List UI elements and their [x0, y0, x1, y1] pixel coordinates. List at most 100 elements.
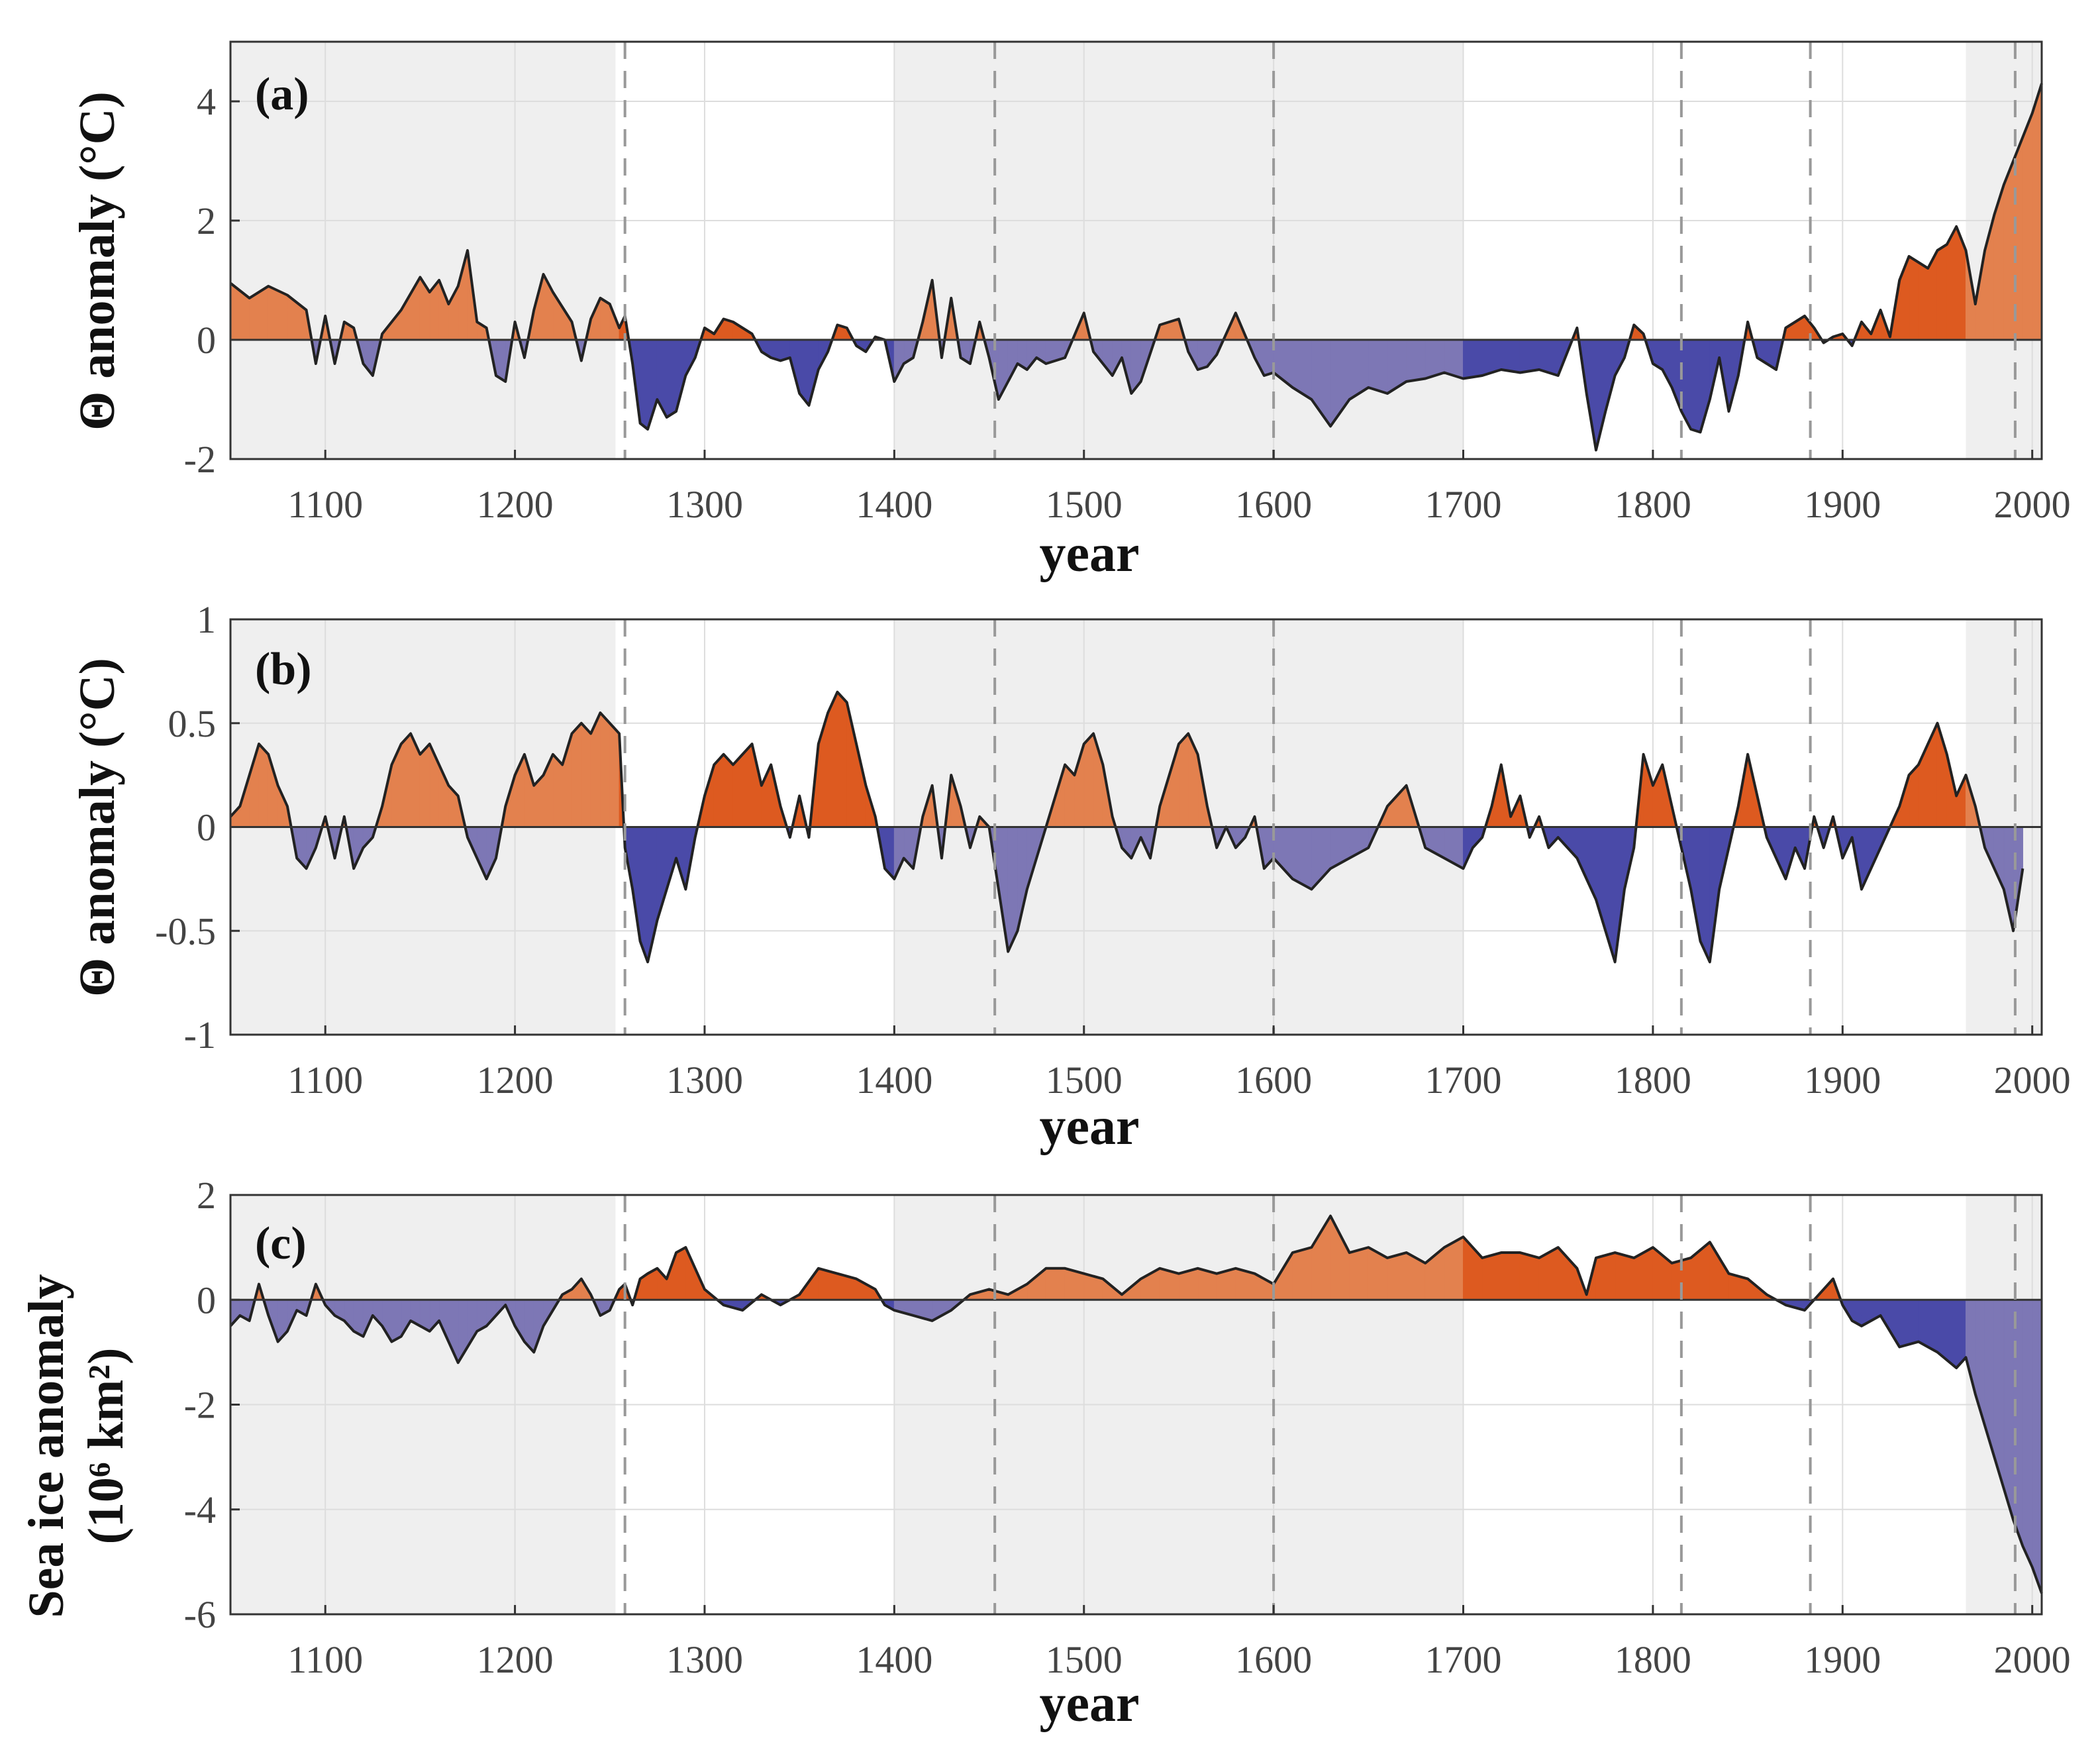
area-segment-b-79	[836, 691, 848, 827]
chart-c	[229, 1194, 2043, 1616]
panel-c-x-axis-title: year	[1039, 1675, 1139, 1733]
panel-c: (c) Sea ice anomaly (10⁶ km²) year	[19, 1218, 1140, 1733]
area-segment-c-103	[1387, 1252, 1407, 1300]
panel-b: (b) Θ anomaly (°C) year	[70, 644, 1140, 1156]
x-tick-label-a-1200: 1200	[477, 483, 554, 526]
y-tick-label-c--4: -4	[184, 1488, 216, 1531]
x-tick-label-a-1100: 1100	[287, 483, 363, 526]
area-segment-b-63	[723, 753, 734, 827]
x-tick-label-b-1900: 1900	[1804, 1059, 1881, 1102]
x-tick-label-a-1300: 1300	[666, 483, 743, 526]
area-segment-a-160	[1690, 339, 1701, 433]
x-tick-label-b-1300: 1300	[666, 1059, 743, 1102]
panel-c-tag: (c)	[255, 1218, 307, 1269]
panel-a-tag: (a)	[255, 69, 309, 120]
area-segment-c-144	[2003, 1299, 2014, 1520]
area-segment-b-111	[1083, 733, 1094, 827]
x-tick-label-c-1300: 1300	[666, 1638, 743, 1681]
panel-c-y-axis-title: Sea ice anomaly	[19, 1274, 74, 1618]
area-segment-c-85	[1045, 1268, 1066, 1300]
x-tick-label-b-1800: 1800	[1615, 1059, 1691, 1102]
x-tick-label-c-1100: 1100	[287, 1638, 363, 1681]
chart-b	[229, 618, 2043, 1036]
series-line-a	[229, 83, 2043, 452]
area-segment-a-140	[1501, 339, 1521, 374]
area-segment-c-101	[1349, 1247, 1369, 1300]
area-segment-b-48	[609, 722, 620, 827]
x-tick-label-c-1700: 1700	[1425, 1638, 1502, 1681]
area-segment-a-191	[1918, 262, 1928, 340]
y-tick-label-a-4: 4	[197, 80, 216, 123]
x-tick-label-b-1400: 1400	[856, 1059, 932, 1102]
area-segment-a-193	[1936, 244, 1948, 340]
area-segment-c-116	[1615, 1252, 1634, 1300]
y-tick-label-c-0: 0	[197, 1278, 216, 1321]
shaded-period-a-1	[894, 42, 1464, 459]
area-segment-b-62	[713, 753, 725, 827]
area-segment-a-120	[1197, 339, 1208, 370]
area-segment-c-115	[1595, 1252, 1616, 1300]
area-segment-c-21	[391, 1299, 402, 1343]
area-segment-b-44	[571, 722, 582, 827]
axes-frame-a	[229, 40, 2043, 460]
x-tick-label-b-1200: 1200	[477, 1059, 554, 1102]
area-segment-b-65	[742, 743, 753, 827]
area-segment-a-127	[1264, 339, 1274, 376]
area-segment-c-109	[1501, 1252, 1521, 1300]
panel-b-x-axis-title: year	[1039, 1098, 1139, 1156]
area-segment-b-26	[419, 743, 430, 827]
area-segment-c-57	[675, 1247, 686, 1300]
x-tick-label-a-2000: 2000	[1994, 483, 2071, 526]
area-segment-a-50	[640, 339, 648, 431]
area-segment-a-135	[1406, 339, 1426, 382]
series-line-c	[229, 1214, 2043, 1594]
area-segment-a-190	[1909, 256, 1919, 340]
area-segment-a-203	[2032, 83, 2042, 340]
shaded-period-a-0	[230, 42, 616, 459]
y-tick-label-a-2: 2	[197, 199, 216, 242]
area-segment-a-53	[666, 339, 677, 418]
panel-a-y-axis-title: Θ anomaly (°C)	[70, 91, 125, 431]
panel-a-x-axis-title: year	[1039, 525, 1139, 583]
x-tick-label-a-1800: 1800	[1615, 483, 1691, 526]
area-segment-a-138	[1463, 339, 1483, 380]
x-tick-label-a-1500: 1500	[1046, 483, 1123, 526]
area-segment-b-24	[401, 733, 411, 827]
x-tick-label-c-2000: 2000	[1994, 1638, 2071, 1681]
x-tick-label-c-1900: 1900	[1804, 1638, 1881, 1681]
y-tick-label-a-0: 0	[197, 319, 216, 362]
area-segment-b-42	[552, 753, 563, 827]
x-tick-label-b-1500: 1500	[1046, 1059, 1123, 1102]
area-segment-a-133	[1368, 339, 1388, 394]
area-segment-b-64	[732, 753, 743, 827]
x-tick-label-a-1400: 1400	[856, 483, 932, 526]
y-tick-label-b--0.5: -0.5	[155, 909, 216, 953]
area-segment-c-108	[1481, 1252, 1502, 1300]
x-tick-label-b-1100: 1100	[287, 1059, 363, 1102]
x-tick-label-b-1600: 1600	[1235, 1059, 1312, 1102]
area-segment-c-110	[1519, 1252, 1540, 1300]
area-segment-a-141	[1519, 339, 1540, 374]
area-segment-c-147	[2032, 1299, 2042, 1594]
area-segment-b-47	[599, 711, 611, 827]
y-tick-label-b-1: 1	[197, 598, 216, 641]
area-segment-c-145	[2013, 1299, 2023, 1547]
panel-b-y-axis-title: Θ anomaly (°C)	[70, 658, 125, 997]
x-tick-label-b-1700: 1700	[1425, 1059, 1502, 1102]
y-tick-label-a--2: -2	[184, 438, 216, 481]
panel-a: (a) Θ anomaly (°C) year	[70, 69, 1140, 583]
x-tick-label-c-1600: 1600	[1235, 1638, 1312, 1681]
y-tick-label-c--2: -2	[184, 1384, 216, 1427]
y-tick-label-b-0.5: 0.5	[168, 702, 217, 745]
x-tick-label-c-1400: 1400	[856, 1638, 932, 1681]
x-tick-label-a-1900: 1900	[1804, 483, 1881, 526]
area-segment-b-3	[258, 743, 269, 827]
chart-a	[229, 40, 2043, 460]
y-tick-label-b-0: 0	[197, 806, 216, 849]
series-line-b	[229, 690, 2025, 964]
area-segment-b-123	[1178, 733, 1189, 827]
x-tick-label-c-1500: 1500	[1046, 1638, 1123, 1681]
y-tick-label-c-2: 2	[197, 1174, 216, 1217]
panel-b-tag: (b)	[255, 644, 312, 695]
